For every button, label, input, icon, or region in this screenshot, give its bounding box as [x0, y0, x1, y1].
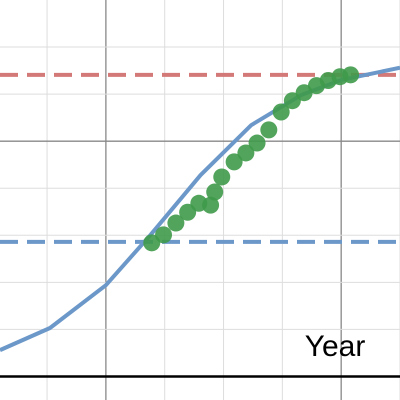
data-point: [237, 144, 255, 162]
data-point: [295, 84, 313, 102]
x-axis-label: Year: [305, 330, 366, 363]
data-point: [342, 66, 360, 84]
data-point: [213, 168, 231, 186]
data-point: [167, 214, 185, 232]
data-point: [225, 153, 243, 171]
data-point: [272, 103, 290, 121]
data-point: [248, 134, 266, 152]
data-point: [206, 183, 224, 201]
plot-area: [0, 65, 400, 352]
data-point: [260, 121, 278, 139]
data-point: [155, 226, 173, 244]
data-point: [202, 196, 220, 214]
